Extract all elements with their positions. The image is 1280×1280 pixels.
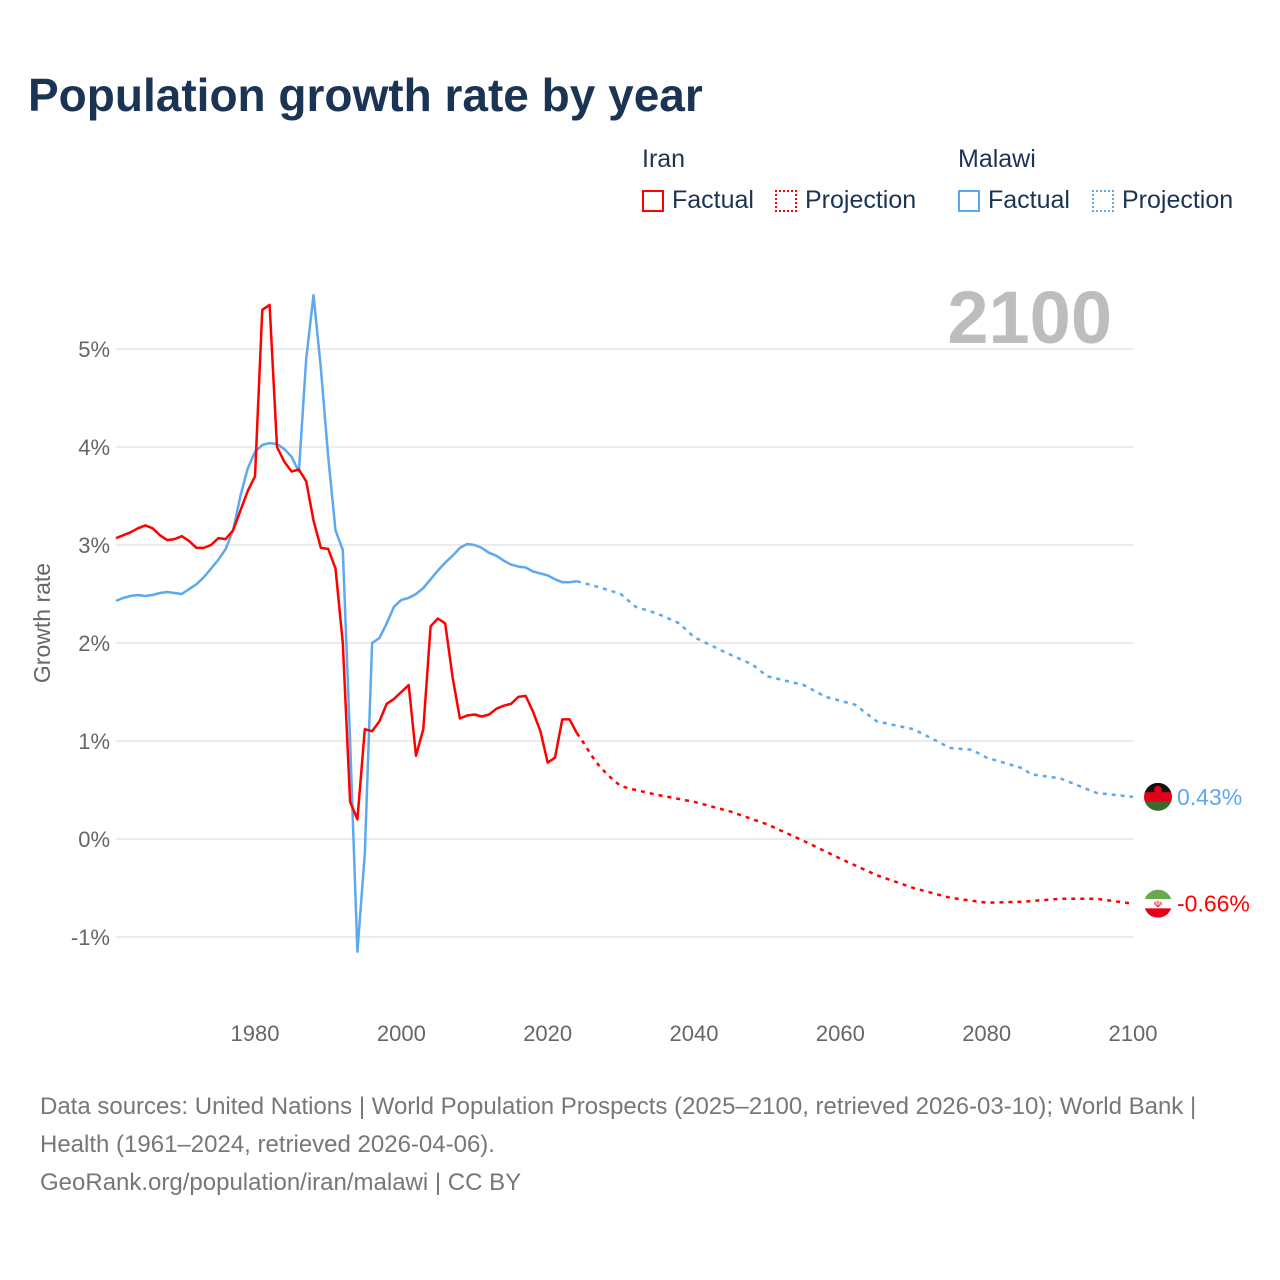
legend-iran-factual[interactable]: Factual (642, 186, 754, 215)
line-chart: -1% 0% 1% 2% 3% 4% 5% 1980 2000 2020 2040 2060 2080 2… (29, 276, 1250, 1046)
x-tick-label: 2100 (1109, 1021, 1158, 1046)
y-tick-label: -1% (71, 925, 110, 950)
x-tick-label: 2080 (962, 1021, 1011, 1046)
x-tick-label: 2020 (523, 1021, 572, 1046)
y-tick-label: 0% (78, 827, 110, 852)
x-tick-label: 2000 (377, 1021, 426, 1046)
legend-iran-projection[interactable]: Projection (775, 186, 916, 215)
data-sources: Data sources: United Nations | World Pop… (40, 1093, 1197, 1158)
y-tick-label: 4% (78, 435, 110, 460)
flag-sun (1154, 785, 1162, 794)
end-value-label: -0.66% (1177, 891, 1250, 917)
x-tick-label: 1980 (231, 1021, 280, 1046)
legend-group-malawi: Malawi (958, 145, 1036, 173)
y-tick-label: 1% (78, 729, 110, 754)
y-tick-label: 5% (78, 337, 110, 362)
solid-swatch-icon (642, 189, 664, 212)
legend-group-iran: Iran (642, 145, 686, 173)
end-value-label: 0.43% (1177, 784, 1242, 810)
iran-flag-icon: ☫ (1144, 889, 1172, 918)
x-tick-label: 2060 (816, 1021, 865, 1046)
flag-stripe (1144, 889, 1172, 900)
flag-stripe (1144, 801, 1172, 811)
malawi-factual-line (115, 293, 578, 953)
legend-label: Projection (805, 186, 917, 214)
malawi-projection-line (576, 580, 1134, 799)
credit-link[interactable]: GeoRank.org/population/iran/malawi | CC … (40, 1169, 522, 1196)
y-tick-label: 2% (78, 631, 110, 656)
legend-label: Factual (672, 186, 754, 214)
malawi-flag-icon (1144, 782, 1172, 811)
flag-stripe (1144, 908, 1172, 918)
legend-malawi-projection[interactable]: Projection (1092, 186, 1233, 215)
page-title: Population growth rate by year (28, 69, 703, 121)
current-year-label: 2100 (947, 276, 1112, 359)
dotted-swatch-icon (1092, 189, 1114, 212)
y-tick-label: 3% (78, 533, 110, 558)
flag-emblem: ☫ (1154, 900, 1163, 911)
legend-label: Projection (1122, 186, 1234, 214)
legend-malawi-factual[interactable]: Factual (958, 186, 1070, 215)
flag-stripe (1144, 792, 1172, 803)
legend-label: Factual (988, 186, 1070, 214)
iran-factual-line (115, 303, 579, 821)
solid-swatch-icon (958, 189, 980, 212)
x-tick-label: 2040 (670, 1021, 719, 1046)
iran-projection-line (575, 732, 1134, 905)
footer: Data sources: United Nations | World Pop… (40, 1088, 1240, 1202)
y-axis-label: Growth rate (29, 563, 55, 683)
flag-stripe (1144, 899, 1172, 909)
dotted-swatch-icon (775, 189, 797, 212)
